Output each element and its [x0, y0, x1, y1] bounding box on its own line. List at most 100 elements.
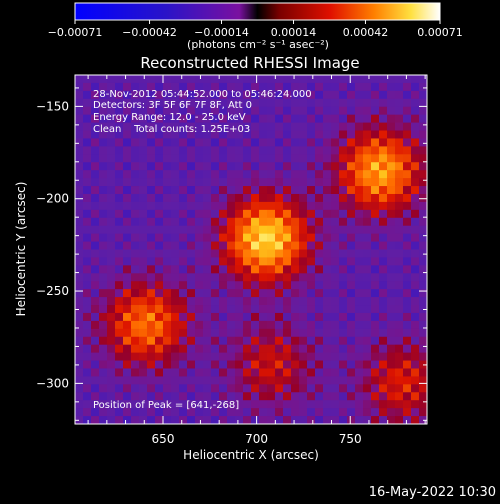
heatmap-cell	[99, 360, 108, 370]
heatmap-cell	[299, 392, 308, 401]
heatmap-cell	[187, 233, 196, 243]
heatmap-cell	[299, 186, 308, 195]
heatmap-cell	[339, 289, 348, 298]
heatmap-cell	[123, 75, 132, 84]
heatmap-cell	[219, 297, 228, 306]
heatmap-cell	[211, 217, 220, 227]
heatmap-cell	[339, 312, 348, 322]
heatmap-cell	[187, 122, 196, 132]
heatmap-cell	[107, 209, 116, 219]
heatmap-cell	[99, 106, 108, 116]
heatmap-cell	[203, 416, 212, 424]
heatmap-cell	[403, 376, 412, 385]
heatmap-cell	[179, 408, 188, 417]
heatmap-cell	[179, 122, 188, 132]
heatmap-cell	[315, 82, 324, 92]
heatmap-cell	[387, 273, 396, 282]
heatmap-cell	[411, 297, 420, 306]
heatmap-cell	[299, 154, 308, 163]
heatmap-cell	[115, 154, 124, 163]
heatmap-cell	[315, 384, 324, 393]
heatmap-cell	[419, 273, 427, 282]
heatmap-cell	[307, 130, 316, 140]
heatmap-cell	[195, 217, 204, 227]
heatmap-cell	[219, 400, 228, 409]
annotation-time-range: 28-Nov-2012 05:44:52.000 to 05:46:24.000	[93, 89, 312, 100]
heatmap-cell	[99, 408, 108, 417]
heatmap-cell	[107, 75, 116, 84]
footer-date: 16-May-2022 10:30	[369, 485, 496, 500]
heatmap-cell	[267, 170, 276, 179]
heatmap-cell	[171, 257, 180, 266]
heatmap-cell	[99, 320, 108, 330]
heatmap-cell	[315, 217, 324, 227]
heatmap-cell	[371, 257, 380, 266]
heatmap-cell	[163, 257, 172, 266]
heatmap-cell	[395, 225, 404, 235]
heatmap-cell	[139, 201, 148, 211]
heatmap-cell	[267, 376, 276, 385]
heatmap-cell	[99, 368, 108, 378]
heatmap-cell	[171, 82, 180, 92]
heatmap-cell	[75, 384, 84, 393]
heatmap-cell	[83, 106, 92, 116]
heatmap-cell	[91, 376, 100, 385]
heatmap-cell	[275, 416, 284, 424]
heatmap-cell	[395, 305, 404, 314]
heatmap-cell	[291, 336, 300, 346]
heatmap-cell	[299, 408, 308, 417]
heatmap-cell	[411, 201, 420, 211]
heatmap-cell	[307, 336, 316, 346]
heatmap-cell	[363, 392, 372, 401]
heatmap-cell	[291, 249, 300, 259]
heatmap-cell	[291, 225, 300, 235]
heatmap-cell	[379, 257, 388, 266]
heatmap-cell	[171, 106, 180, 116]
heatmap-cell	[331, 416, 340, 424]
heatmap-cell	[179, 178, 188, 187]
heatmap-cell	[379, 90, 388, 100]
heatmap-cell	[107, 90, 116, 100]
heatmap-cell	[371, 201, 380, 211]
heatmap-cell	[187, 193, 196, 203]
heatmap-cell	[411, 249, 420, 259]
heatmap-cell	[219, 146, 228, 155]
heatmap-cell	[259, 193, 268, 203]
heatmap-cell	[307, 122, 316, 132]
heatmap-cell	[323, 90, 332, 100]
heatmap-cell	[267, 344, 276, 354]
heatmap-cell	[283, 297, 292, 306]
heatmap-cell	[147, 352, 156, 362]
heatmap-cell	[387, 114, 396, 124]
heatmap-cell	[267, 75, 276, 84]
heatmap-cell	[291, 360, 300, 370]
heatmap-cell	[75, 312, 84, 322]
heatmap-cell	[411, 257, 420, 266]
heatmap-cell	[275, 146, 284, 155]
heatmap-cell	[243, 408, 252, 417]
heatmap-cell	[115, 281, 124, 290]
heatmap-cell	[379, 193, 388, 203]
heatmap-cell	[91, 217, 100, 227]
heatmap-cell	[315, 209, 324, 219]
heatmap-cell	[131, 376, 140, 385]
heatmap-cell	[363, 368, 372, 378]
colorbar-tick-label: −0.00042	[122, 26, 177, 39]
heatmap-cell	[387, 217, 396, 227]
heatmap-cell	[83, 312, 92, 322]
heatmap-cell	[171, 416, 180, 424]
heatmap-cell	[139, 281, 148, 290]
heatmap-cell	[323, 233, 332, 243]
heatmap-cell	[203, 130, 212, 140]
heatmap-cell	[75, 82, 84, 92]
heatmap-cell	[275, 193, 284, 203]
heatmap-cell	[211, 241, 220, 251]
heatmap-cell	[75, 201, 84, 211]
heatmap-cell	[379, 170, 388, 179]
heatmap-cell	[419, 376, 427, 385]
heatmap-cell	[283, 289, 292, 298]
heatmap-cell	[195, 154, 204, 163]
heatmap-cell	[411, 146, 420, 155]
heatmap-cell	[347, 273, 356, 282]
heatmap-cell	[355, 170, 364, 179]
